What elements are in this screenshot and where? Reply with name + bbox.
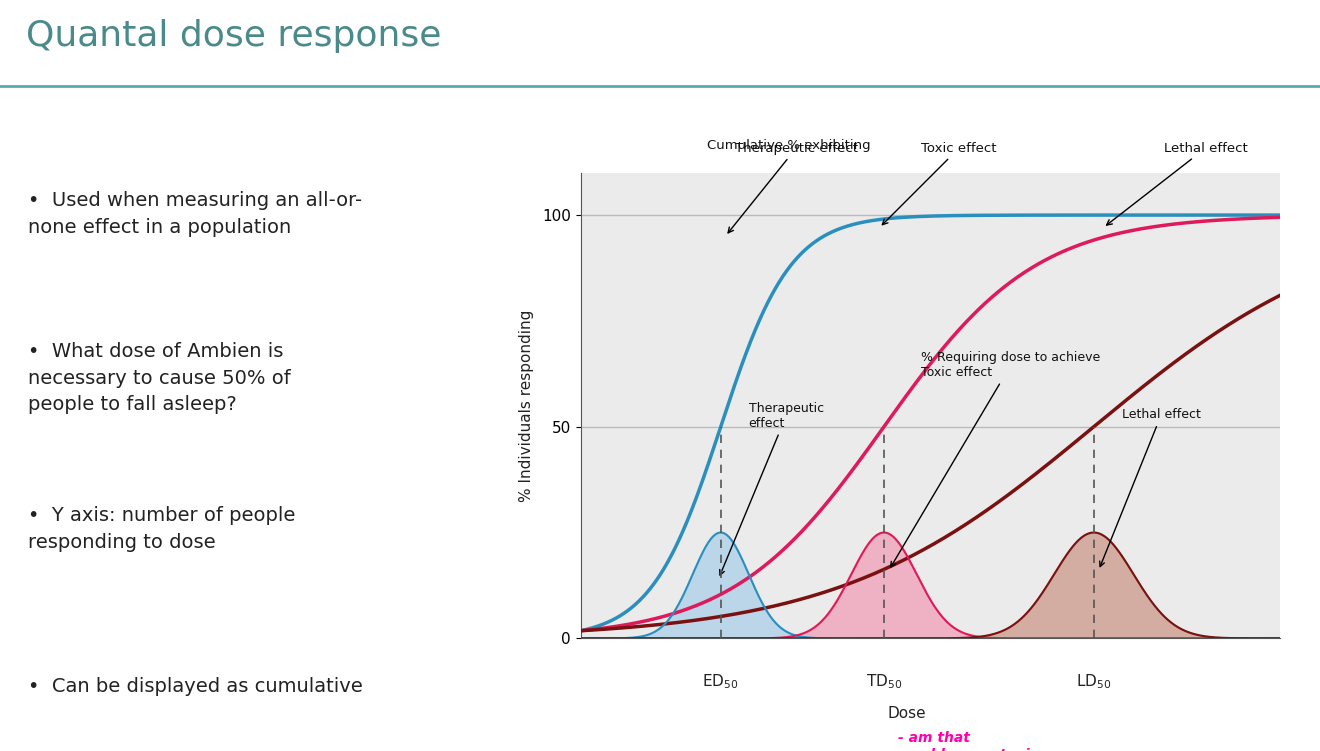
Text: Therapeutic
effect: Therapeutic effect <box>719 402 824 575</box>
Text: Quantal dose response: Quantal dose response <box>26 19 442 53</box>
Text: •  What dose of Ambien is
necessary to cause 50% of
people to fall asleep?: • What dose of Ambien is necessary to ca… <box>29 342 292 415</box>
Text: TD$_{50}$: TD$_{50}$ <box>866 672 902 691</box>
Text: Toxic effect: Toxic effect <box>882 142 997 225</box>
Text: •  Y axis: number of people
responding to dose: • Y axis: number of people responding to… <box>29 506 296 552</box>
Text: Dose: Dose <box>888 706 927 721</box>
Text: Lethal effect: Lethal effect <box>1100 409 1201 566</box>
Text: •  Used when measuring an all-or-
none effect in a population: • Used when measuring an all-or- none ef… <box>29 191 363 237</box>
Text: Lethal effect: Lethal effect <box>1106 142 1247 225</box>
Text: ED$_{50}$: ED$_{50}$ <box>702 672 739 691</box>
Text: •  Can be displayed as cumulative: • Can be displayed as cumulative <box>29 677 363 695</box>
Text: LD$_{50}$: LD$_{50}$ <box>1076 672 1111 691</box>
Text: - am that
would cause toxic
effect
in ½ people: - am that would cause toxic effect in ½ … <box>898 731 1038 751</box>
Text: Therapeutic effect: Therapeutic effect <box>729 142 858 233</box>
Y-axis label: % Individuals responding: % Individuals responding <box>519 309 533 502</box>
Text: % Requiring dose to achieve
Toxic effect: % Requiring dose to achieve Toxic effect <box>891 351 1101 567</box>
Text: Cumulative % exhibiting: Cumulative % exhibiting <box>706 139 870 152</box>
